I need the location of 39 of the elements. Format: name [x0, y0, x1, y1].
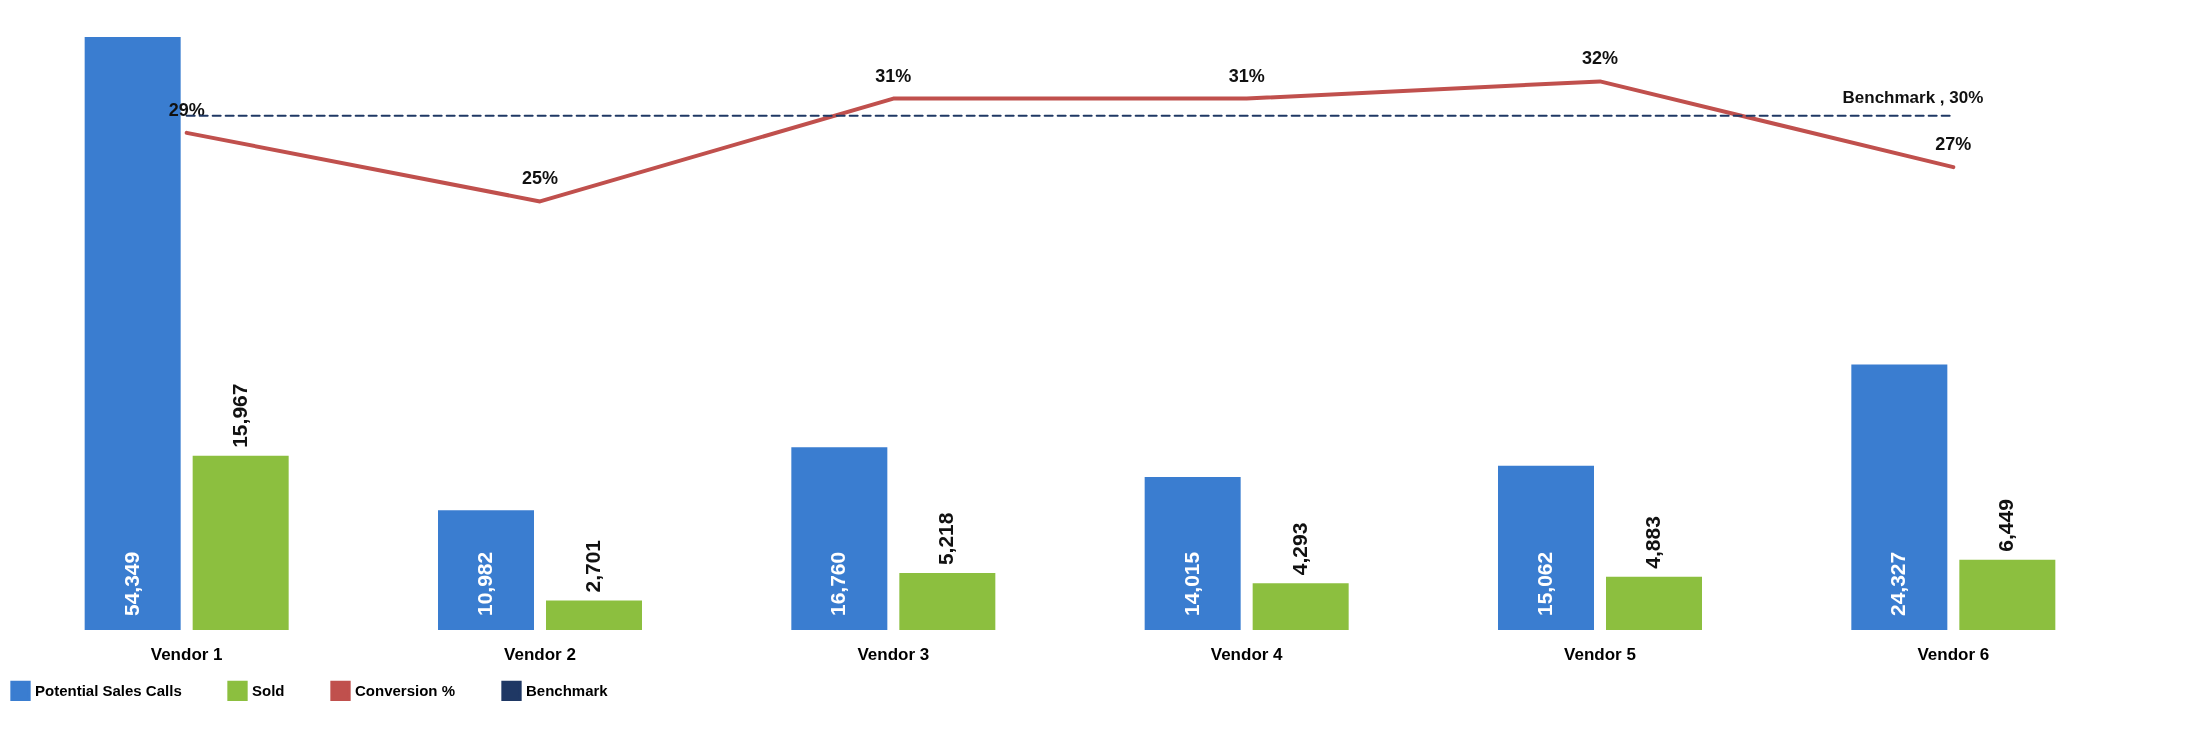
- bar: [791, 447, 888, 630]
- data-label: 14,015: [1179, 551, 1203, 616]
- data-label: 5,218: [934, 512, 958, 566]
- data-label: 15,967: [227, 383, 251, 448]
- data-label: 4,883: [1641, 516, 1664, 569]
- legend-label: Sold: [252, 681, 285, 699]
- annotation: Benchmark , 30%: [1842, 87, 1984, 107]
- data-label: 27%: [1935, 134, 1972, 155]
- legend-label: Benchmark: [526, 681, 609, 699]
- data-label: 10,982: [473, 551, 496, 616]
- legend-label: Potential Sales Calls: [35, 681, 182, 699]
- x-tick-label: Vendor 3: [857, 644, 930, 664]
- x-tick-label: Vendor 4: [1210, 644, 1284, 664]
- bar: [899, 573, 996, 630]
- data-label: 31%: [1228, 65, 1265, 86]
- data-label: 2,701: [581, 539, 604, 593]
- x-tick-label: Vendor 1: [150, 644, 223, 664]
- data-label: 32%: [1581, 48, 1619, 69]
- bar: [438, 510, 534, 630]
- x-tick-label: Vendor 5: [1564, 644, 1636, 664]
- data-label: 4,293: [1287, 522, 1311, 576]
- bar: [192, 455, 289, 630]
- bar: [546, 600, 642, 630]
- data-label: 25%: [521, 168, 559, 189]
- x-tick-label: Vendor 6: [1917, 644, 1990, 664]
- bar: [1606, 576, 1702, 630]
- bar: [1851, 364, 1948, 630]
- x-tick-label: Vendor 2: [504, 644, 576, 664]
- bar: [1144, 477, 1241, 630]
- bar: [1498, 465, 1594, 630]
- bar: [1959, 559, 2056, 630]
- data-label: 24,327: [1886, 551, 1910, 616]
- data-label: 15,062: [1533, 551, 1556, 616]
- data-label: 31%: [875, 65, 912, 86]
- data-label: 54,349: [119, 551, 143, 616]
- legend-label: Conversion %: [355, 681, 456, 699]
- data-label: 16,760: [826, 551, 850, 616]
- data-label: 6,449: [1994, 499, 2018, 552]
- bar: [1252, 583, 1349, 630]
